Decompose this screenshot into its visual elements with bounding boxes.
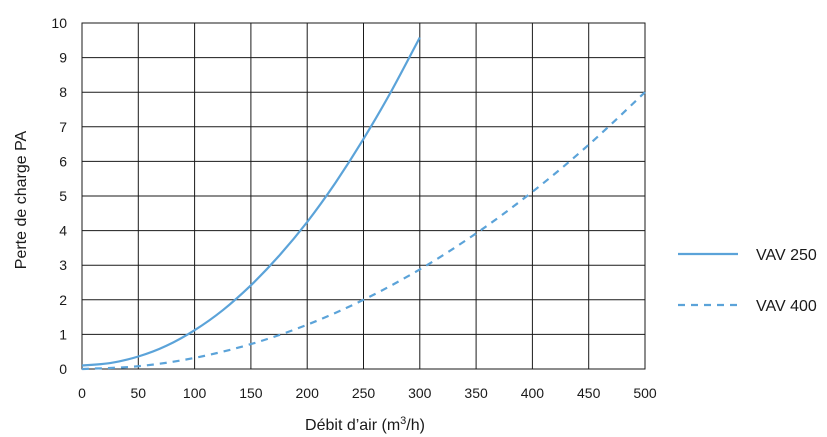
- x-tick-label: 250: [352, 385, 376, 401]
- plot-border: [81, 22, 646, 370]
- legend-label: VAV 400: [756, 298, 817, 315]
- y-tick-label: 9: [59, 50, 67, 66]
- x-tick-label: 200: [296, 385, 320, 401]
- y-tick-label: 3: [59, 257, 67, 273]
- y-tick-label: 1: [59, 326, 67, 342]
- series-layer: [81, 36, 646, 371]
- x-tick-label: 300: [408, 385, 432, 401]
- series-line-vav-250: [81, 36, 421, 367]
- y-tick-label: 8: [59, 84, 67, 100]
- x-axis-ticks: 0 50 100 150 200 250 300 350 400 450 500: [78, 385, 657, 401]
- x-tick-label: 450: [577, 385, 601, 401]
- x-tick-label: 500: [633, 385, 657, 401]
- y-axis-ticks: 0 1 2 3 4 5 6 7 8 9 10: [51, 15, 67, 377]
- plot-frame: [81, 22, 646, 370]
- x-tick-label: 400: [521, 385, 545, 401]
- y-axis-label: Perte de charge PA: [13, 130, 30, 269]
- x-tick-label: 350: [464, 385, 488, 401]
- legend: VAV 250 VAV 400: [678, 247, 817, 315]
- x-tick-label: 100: [183, 385, 207, 401]
- y-tick-label: 10: [51, 15, 67, 31]
- x-axis-label-superscript: 3: [400, 415, 406, 427]
- y-tick-label: 4: [59, 223, 67, 239]
- x-axis-label: Débit d’air (m3/h): [305, 415, 425, 434]
- x-axis-label-suffix: /h): [406, 417, 425, 434]
- x-tick-label: 0: [78, 385, 86, 401]
- x-tick-label: 50: [131, 385, 147, 401]
- x-tick-label: 150: [239, 385, 263, 401]
- y-tick-label: 5: [59, 188, 67, 204]
- x-axis-label-prefix: Débit d’air (m: [305, 417, 400, 434]
- y-tick-label: 6: [59, 153, 67, 169]
- y-tick-label: 7: [59, 119, 67, 135]
- series-line-vav-400: [81, 91, 646, 371]
- y-tick-label: 0: [59, 361, 67, 377]
- legend-label: VAV 250: [756, 247, 817, 264]
- y-tick-label: 2: [59, 292, 67, 308]
- grid: [81, 22, 646, 370]
